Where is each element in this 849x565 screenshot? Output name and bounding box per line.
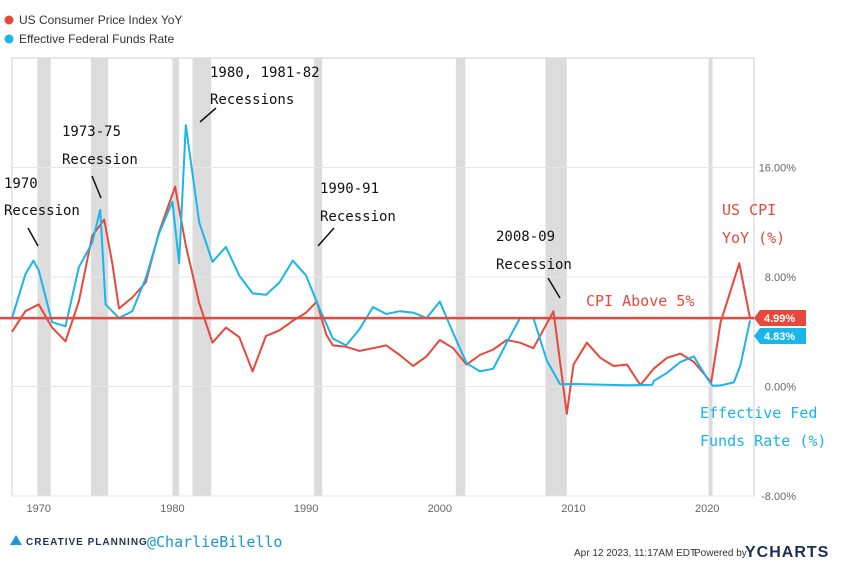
annotation-1970-pointer: [27, 227, 39, 247]
annotation-2008-line1: 2008-09: [496, 229, 555, 245]
annotation-1970-line1: 1970: [4, 176, 38, 192]
series-line-ffr: [11, 124, 751, 387]
x-tick-label-3: 2000: [428, 503, 452, 515]
annotation-2008-line2: Recession: [496, 257, 572, 273]
x-tick-label-4: 2010: [561, 503, 585, 515]
series-label-cpi-line2: YoY (%): [722, 229, 785, 247]
annotation-1990-line1: 1990-91: [320, 181, 379, 197]
annotation-1980-line1: 1980, 1981-82: [210, 65, 320, 81]
legend-label-cpi: US Consumer Price Index YoY: [19, 13, 182, 27]
annotation-2008-pointer: [547, 277, 561, 299]
ycharts-logo: YCHARTS: [745, 544, 829, 561]
x-tick-label-0: 1970: [26, 503, 50, 515]
y-tick-label-0: 16.00%: [759, 163, 797, 175]
last-value-badge-ffr: [754, 328, 806, 344]
x-tick-label-2: 1990: [294, 503, 318, 515]
x-axis-ticks: 1970 1980 1990 2000 2010 2020: [26, 503, 719, 515]
brand-name: CREATIVE PLANNING: [26, 537, 148, 548]
annotation-1980-pointer: [199, 107, 217, 123]
creative-planning-logo-icon: [10, 535, 22, 545]
series-label-cpi-line1: US CPI: [722, 201, 776, 219]
timestamp: Apr 12 2023, 11:17AM EDT.: [574, 548, 698, 559]
annotation-1990-pointer: [317, 227, 335, 247]
y-axis-ticks: 16.00% 8.00% 0.00% -8.00%: [759, 163, 797, 504]
legend-marker-ffr: [4, 34, 14, 44]
last-value-badge-cpi: [754, 310, 806, 326]
annotation-1973-pointer: [91, 175, 102, 199]
twitter-handle: @CharlieBilello: [147, 533, 282, 551]
series-label-ffr-line2: Funds Rate (%): [700, 432, 826, 450]
x-tick-label-5: 2020: [695, 503, 719, 515]
legend-marker-cpi: [4, 15, 14, 25]
annotation-1990-line2: Recession: [320, 209, 396, 225]
annotation-1973-line1: 1973-75: [62, 124, 121, 140]
reference-line-label: CPI Above 5%: [586, 292, 694, 310]
annotation-1973-line2: Recession: [62, 152, 138, 168]
annotation-1980-line2: Recessions: [210, 92, 294, 108]
x-tick-label-1: 1980: [160, 503, 184, 515]
last-value-ffr: 4.83%: [764, 331, 795, 343]
powered-by-label: Powered by: [694, 548, 747, 559]
y-tick-label-1: 8.00%: [765, 272, 796, 284]
y-tick-label-2: 0.00%: [765, 382, 796, 394]
gridlines: [12, 167, 754, 497]
series-line-cpi: [11, 185, 751, 415]
annotation-1970-line2: Recession: [4, 203, 80, 219]
series-label-ffr-line1: Effective Fed: [700, 404, 817, 422]
y-tick-label-3: -8.00%: [761, 491, 796, 503]
last-value-cpi: 4.99%: [764, 313, 795, 325]
creative-planning-logo: CREATIVE PLANNING: [10, 535, 148, 548]
legend-label-ffr: Effective Federal Funds Rate: [19, 32, 175, 46]
